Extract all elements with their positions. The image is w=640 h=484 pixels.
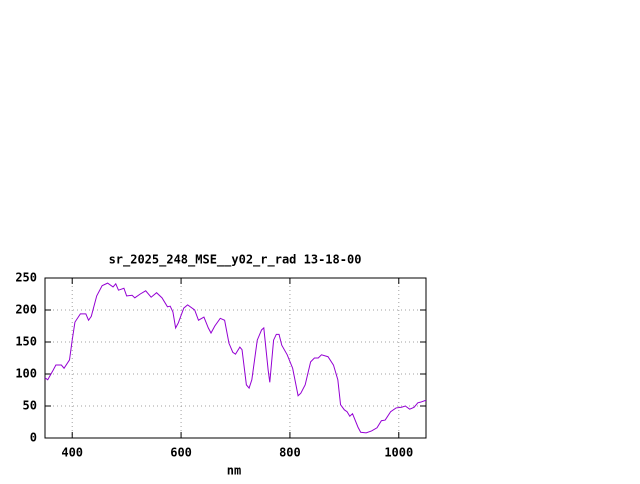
y-tick-label: 150	[15, 335, 37, 349]
data-line	[44, 282, 427, 434]
plot-border	[44, 277, 427, 439]
x-tick-label: 400	[61, 446, 83, 460]
y-tick-label: 250	[15, 271, 37, 285]
y-tick-label: 0	[30, 431, 37, 445]
x-axis-label: nm	[227, 464, 241, 478]
y-tick-label: 50	[23, 399, 37, 413]
y-tick-label: 200	[15, 303, 37, 317]
x-tick-label: 600	[170, 446, 192, 460]
x-tick-label: 1000	[384, 446, 413, 460]
x-tick-label: 800	[279, 446, 301, 460]
y-tick-label: 100	[15, 367, 37, 381]
chart-title: sr_2025_248_MSE__y02_r_rad 13-18-00	[109, 253, 362, 268]
